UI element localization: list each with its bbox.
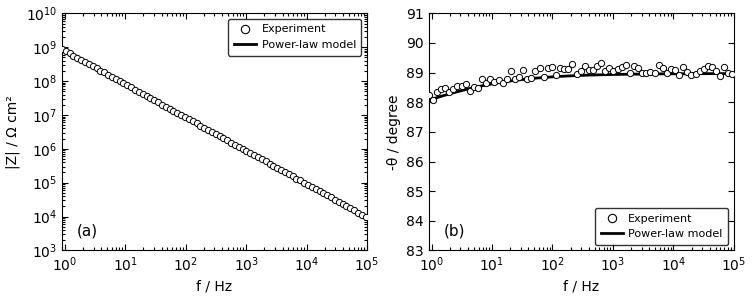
- Legend: Experiment, Power-law model: Experiment, Power-law model: [595, 208, 728, 245]
- Y-axis label: |Z| / Ω cm²: |Z| / Ω cm²: [5, 95, 20, 169]
- Y-axis label: -θ / degree: -θ / degree: [387, 94, 401, 170]
- X-axis label: f / Hz: f / Hz: [563, 280, 599, 293]
- Text: (a): (a): [77, 224, 99, 239]
- Legend: Experiment, Power-law model: Experiment, Power-law model: [228, 19, 362, 56]
- Text: (b): (b): [444, 224, 465, 239]
- X-axis label: f / Hz: f / Hz: [196, 280, 232, 293]
